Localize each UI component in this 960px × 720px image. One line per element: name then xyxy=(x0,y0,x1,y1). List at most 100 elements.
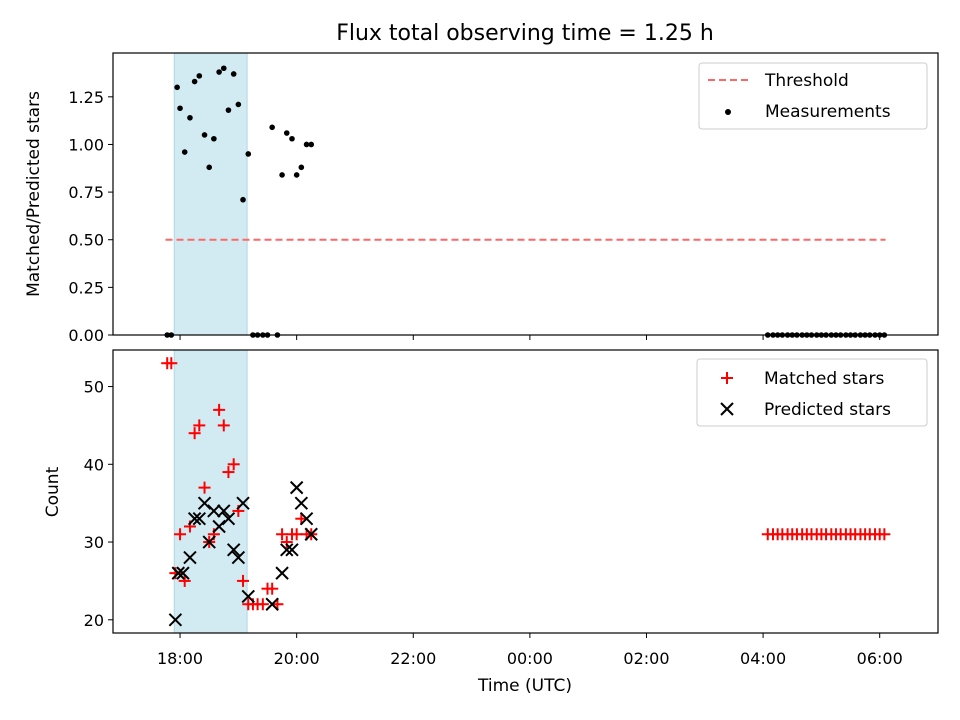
predicted-star-point xyxy=(299,512,314,526)
x-tick-label: 20:00 xyxy=(274,649,320,668)
measurement-point xyxy=(283,130,290,136)
predicted-star-point xyxy=(294,496,309,510)
measurement-point xyxy=(245,151,252,157)
predicted-star-point xyxy=(285,543,299,557)
measurement-point xyxy=(191,78,198,85)
measurement-point xyxy=(196,73,203,79)
matched-star-point xyxy=(266,582,279,595)
matched-star-point xyxy=(213,403,226,416)
matched-star-point xyxy=(217,419,230,432)
legend-matched-label: Matched stars xyxy=(764,369,884,389)
measurement-point xyxy=(201,132,208,138)
y-tick-label: 1.25 xyxy=(68,88,104,107)
predicted-star-point xyxy=(212,519,226,534)
predicted-star-point xyxy=(304,527,318,541)
ratio-panel: 0.00 0.25 0.50 0.75 1.00 1.25 xyxy=(68,52,939,345)
axes-frame xyxy=(112,52,939,336)
legend-bottom: Matched stars Predicted stars xyxy=(696,358,928,427)
measurement-point xyxy=(220,65,227,72)
measurement-point xyxy=(174,84,180,91)
measurement-point xyxy=(303,141,310,148)
matched-star-point xyxy=(256,598,269,611)
x-axis-ticks: 18:00 20:00 22:00 00:00 02:00 04:00 06:00 xyxy=(157,649,903,668)
x-tick-label: 22:00 xyxy=(390,649,436,668)
y-tick-label: 1.00 xyxy=(68,135,104,154)
predicted-star-point xyxy=(289,480,304,495)
matched-star-point xyxy=(198,481,211,494)
measurement-point xyxy=(235,101,242,108)
legend-matched-swatch xyxy=(721,372,733,384)
y-tick-label: 0.75 xyxy=(68,183,104,202)
measurement-point xyxy=(206,164,213,171)
matched-star-point xyxy=(165,357,178,370)
matched-star-point xyxy=(227,458,240,471)
legend-measurements-label: Measurements xyxy=(765,102,891,122)
y-tick-label: 0.00 xyxy=(68,326,104,345)
predicted-star-point xyxy=(241,589,255,604)
matched-star-point xyxy=(178,574,191,587)
matched-star-point xyxy=(193,419,206,432)
measurement-point xyxy=(240,196,246,203)
matched-star-point xyxy=(280,536,293,549)
y-tick-label: 30 xyxy=(84,533,104,552)
predicted-star-point xyxy=(197,496,212,510)
measurement-point xyxy=(187,114,193,121)
predicted-star-point xyxy=(226,543,241,557)
matched-star-point xyxy=(188,427,201,440)
y-tick-label: 0.50 xyxy=(68,231,104,250)
predicted-star-point xyxy=(275,566,289,580)
y-tick-label: 50 xyxy=(84,378,104,397)
observing-span xyxy=(173,349,248,634)
measurement-point xyxy=(211,135,217,142)
legend-measurement-swatch xyxy=(725,109,731,115)
predicted-star-point xyxy=(231,550,246,565)
measurement-point xyxy=(216,69,222,75)
y-tick-label: 40 xyxy=(84,455,104,474)
predicted-star-point xyxy=(176,566,190,580)
predicted-star-point xyxy=(183,550,197,565)
legend-threshold-label: Threshold xyxy=(764,71,849,91)
measurement-point xyxy=(225,107,232,113)
predicted-star-point xyxy=(207,504,221,518)
measurement-point xyxy=(230,71,237,77)
measurement-point xyxy=(308,141,315,148)
measurement-point xyxy=(269,124,275,131)
y-tick-label: 0.25 xyxy=(68,278,104,297)
axes-frame xyxy=(112,349,939,634)
matched-star-point xyxy=(174,528,187,541)
legend-predicted-label: Predicted stars xyxy=(764,400,891,420)
legend-top: Threshold Measurements xyxy=(698,62,928,130)
predicted-star-point xyxy=(280,543,294,557)
measurement-point xyxy=(289,135,295,142)
measurement-point xyxy=(181,149,188,155)
predicted-star-point xyxy=(187,512,202,526)
measurement-point xyxy=(298,164,305,171)
y-tick-label: 20 xyxy=(84,611,104,630)
matched-star-point xyxy=(222,466,235,479)
x-tick-label: 02:00 xyxy=(623,649,669,668)
predicted-star-point xyxy=(202,535,216,549)
chart-title: Flux total observing time = 1.25 h xyxy=(336,21,714,46)
x-tick-label: 18:00 xyxy=(157,649,203,668)
observing-span xyxy=(173,52,248,336)
y-axis-label-ratio: Matched/Predicted stars xyxy=(24,91,44,297)
predicted-star-point xyxy=(265,597,279,611)
matched-star-point xyxy=(237,574,250,587)
measurement-point xyxy=(293,172,300,178)
predicted-star-point xyxy=(168,613,183,627)
measurement-point xyxy=(279,172,285,178)
x-axis-label: Time (UTC) xyxy=(477,676,572,696)
x-tick-label: 00:00 xyxy=(507,649,553,668)
predicted-star-point xyxy=(221,512,236,526)
count-panel: 20 30 40 50 xyxy=(84,349,939,638)
measurement-point xyxy=(177,105,183,112)
predicted-star-point xyxy=(217,504,231,518)
predicted-star-point xyxy=(192,512,206,526)
x-tick-label: 04:00 xyxy=(740,649,786,668)
x-tick-label: 06:00 xyxy=(857,649,903,668)
predicted-star-point xyxy=(236,496,250,510)
y-axis-label-count: Count xyxy=(43,466,63,517)
legend-predicted-swatch xyxy=(720,402,734,416)
matched-star-point xyxy=(878,528,891,541)
